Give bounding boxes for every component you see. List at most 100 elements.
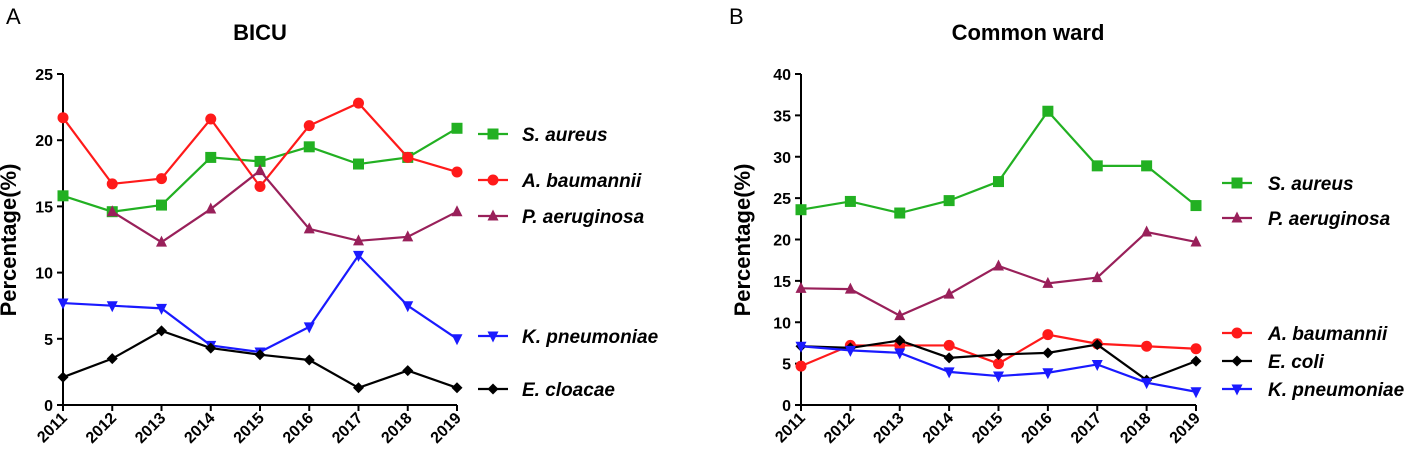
series-b bbox=[795, 105, 1202, 399]
data-point-s-aureus bbox=[254, 155, 266, 167]
legend-label: A. baumannii bbox=[521, 171, 642, 192]
data-point-e-cloacae bbox=[303, 354, 315, 366]
x-tick-label: 2014 bbox=[181, 410, 218, 447]
x-tick-label: 2015 bbox=[969, 410, 1006, 447]
data-point-s-aureus bbox=[1042, 105, 1054, 117]
data-point-k-pneumoniae bbox=[1091, 359, 1103, 371]
series-line-s-aureus bbox=[800, 109, 1197, 215]
data-point-s-aureus bbox=[943, 195, 955, 207]
data-point-p-aeruginosa bbox=[1091, 271, 1103, 283]
data-point-k-pneumoniae bbox=[795, 341, 807, 353]
legend-item-k-pneumoniae: K. pneumoniae bbox=[1222, 380, 1405, 401]
data-point-a-baumannii bbox=[1042, 329, 1054, 341]
data-point-p-aeruginosa bbox=[303, 222, 315, 234]
legend-label: E. cloacae bbox=[522, 380, 615, 401]
series-k-pneumoniae bbox=[57, 250, 463, 359]
data-point-p-aeruginosa bbox=[205, 202, 217, 214]
data-point-e-cloacae bbox=[353, 382, 364, 394]
legend-item-s-aureus: S. aureus bbox=[478, 125, 608, 146]
data-point-e-coli bbox=[993, 349, 1004, 361]
data-point-e-cloacae bbox=[106, 353, 118, 365]
data-point-a-baumannii bbox=[353, 97, 364, 109]
panel-label-a: A bbox=[6, 4, 21, 29]
legend-label: E. coli bbox=[1268, 352, 1325, 373]
y-tick-label: 0 bbox=[782, 398, 791, 415]
data-point-e-cloacae bbox=[57, 371, 69, 383]
data-point-k-pneumoniae bbox=[353, 250, 364, 262]
data-point-k-pneumoniae bbox=[1190, 387, 1202, 399]
chart-panel-b: B Common ward Percentage(%) 0 5 10 15 20 25 30… bbox=[729, 4, 1405, 447]
legend-label: P. aeruginosa bbox=[522, 207, 645, 228]
legend-item-a-baumannii: A. baumannii bbox=[478, 171, 642, 192]
data-point-p-aeruginosa bbox=[1190, 235, 1202, 247]
data-point-a-baumannii bbox=[303, 120, 315, 132]
y-tick-label: 40 bbox=[773, 67, 791, 84]
data-point-s-aureus bbox=[156, 199, 167, 211]
data-point-k-pneumoniae bbox=[57, 298, 69, 310]
legend-swatch-marker bbox=[1231, 384, 1243, 396]
data-point-a-baumannii bbox=[402, 151, 414, 163]
legend-swatch-marker bbox=[1231, 211, 1243, 223]
data-point-p-aeruginosa bbox=[106, 205, 118, 217]
y-tick-label: 20 bbox=[35, 133, 53, 150]
y-tick-label: 10 bbox=[773, 315, 791, 332]
legend-label: S. aureus bbox=[522, 125, 608, 146]
x-tick-label: 2016 bbox=[280, 410, 317, 447]
legend-label: K. pneumoniae bbox=[522, 327, 659, 348]
chart-title-b: Common ward bbox=[952, 20, 1105, 45]
x-tick-label: 2014 bbox=[920, 410, 957, 447]
series-p-aeruginosa bbox=[795, 225, 1202, 321]
chart-title-a: BICU bbox=[233, 20, 287, 45]
data-point-s-aureus bbox=[844, 195, 856, 207]
data-point-p-aeruginosa bbox=[156, 235, 167, 247]
panel-label-b: B bbox=[729, 4, 744, 29]
legend-a: S. aureus A. baumannii P. aeruginosa K. pne… bbox=[478, 125, 659, 401]
data-point-k-pneumoniae bbox=[156, 303, 167, 315]
data-point-e-cloacae bbox=[205, 342, 217, 354]
legend-item-p-aeruginosa: P. aeruginosa bbox=[478, 207, 645, 228]
data-point-s-aureus bbox=[993, 176, 1004, 188]
x-tick-label: 2015 bbox=[231, 410, 268, 447]
data-point-k-pneumoniae bbox=[303, 322, 315, 334]
y-tick-label: 15 bbox=[35, 199, 53, 216]
data-point-a-baumannii bbox=[1190, 343, 1202, 355]
y-tick-label: 15 bbox=[773, 274, 791, 291]
data-point-p-aeruginosa bbox=[1042, 276, 1054, 288]
data-point-e-cloacae bbox=[156, 325, 167, 337]
data-point-s-aureus bbox=[57, 190, 69, 202]
axes-b: 0 5 10 15 20 25 30 35 40 2011 2012 2013 2014 2015 2016… bbox=[772, 67, 1204, 447]
data-point-e-coli bbox=[943, 352, 955, 364]
series-s-aureus bbox=[795, 105, 1202, 219]
legend-swatch-marker bbox=[487, 174, 499, 186]
legend-swatch-marker bbox=[487, 128, 499, 140]
data-point-s-aureus bbox=[795, 204, 807, 216]
data-point-p-aeruginosa bbox=[993, 259, 1004, 271]
x-tick-label: 2017 bbox=[1068, 410, 1105, 447]
series-k-pneumoniae bbox=[795, 341, 1202, 399]
data-point-e-coli bbox=[894, 334, 906, 346]
legend-swatch-marker bbox=[487, 383, 499, 395]
data-point-k-pneumoniae bbox=[106, 301, 118, 313]
y-axis-label-b: Percentage(%) bbox=[730, 164, 755, 317]
y-tick-label: 25 bbox=[773, 191, 791, 208]
x-tick-label: 2012 bbox=[83, 410, 120, 447]
data-point-p-aeruginosa bbox=[1141, 225, 1153, 237]
x-tick-label: 2017 bbox=[329, 410, 366, 447]
legend-swatch-marker bbox=[1231, 355, 1243, 367]
data-point-s-aureus bbox=[1141, 160, 1153, 172]
data-point-a-baumannii bbox=[205, 113, 217, 125]
data-point-p-aeruginosa bbox=[795, 281, 807, 293]
data-point-s-aureus bbox=[894, 207, 906, 219]
x-tick-label: 2019 bbox=[428, 410, 465, 447]
data-point-k-pneumoniae bbox=[894, 348, 906, 360]
data-point-e-cloacae bbox=[254, 349, 266, 361]
data-point-s-aureus bbox=[1091, 160, 1103, 172]
legend-swatch-marker bbox=[487, 331, 499, 343]
legend-item-k-pneumoniae: K. pneumoniae bbox=[478, 327, 659, 348]
series-e-cloacae bbox=[57, 325, 463, 394]
x-tick-label: 2011 bbox=[772, 410, 809, 447]
data-point-e-coli bbox=[1190, 355, 1202, 367]
data-point-p-aeruginosa bbox=[943, 287, 955, 299]
data-point-k-pneumoniae bbox=[1042, 368, 1054, 380]
